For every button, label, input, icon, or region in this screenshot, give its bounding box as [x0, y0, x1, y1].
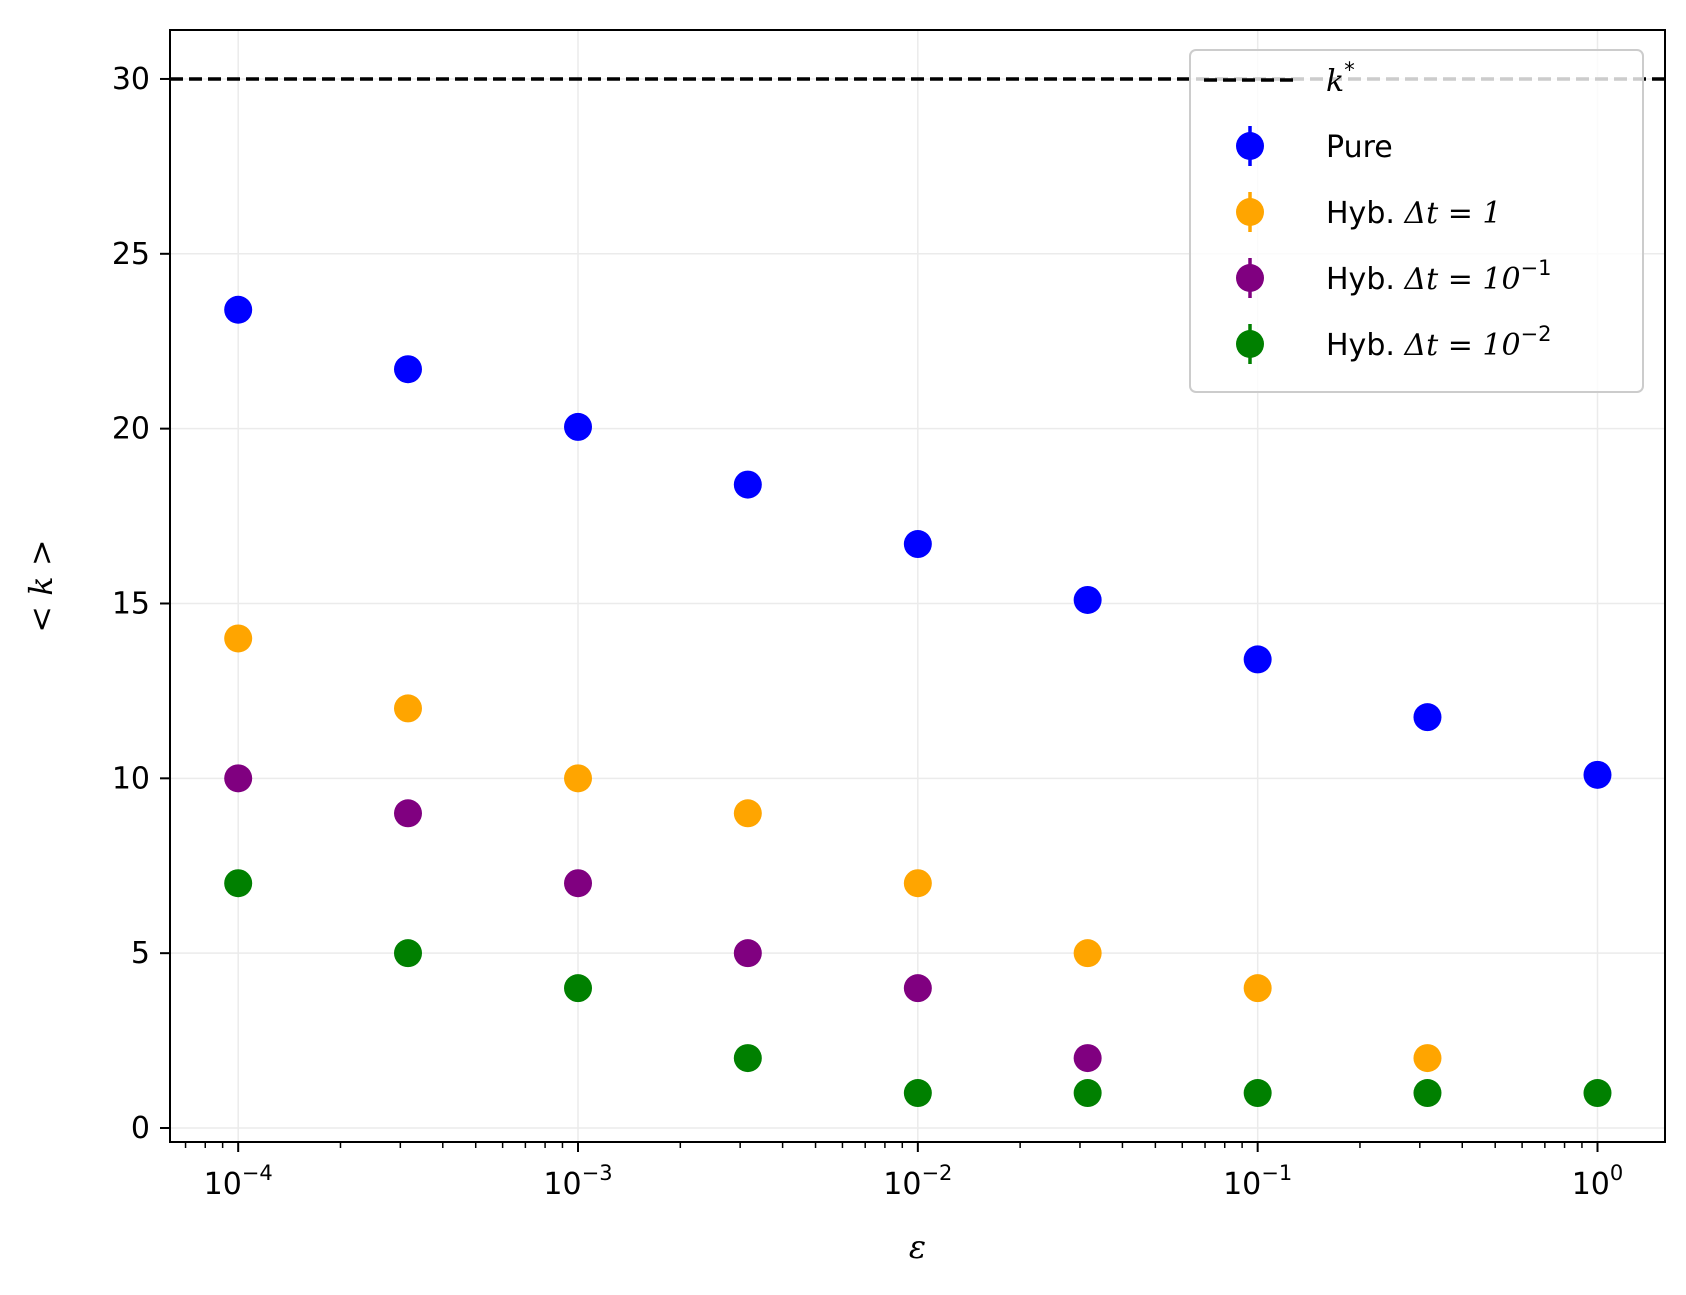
data-point-series-3 — [564, 974, 593, 1003]
data-point-series-1 — [224, 624, 253, 653]
legend: k* Pure Hyb. Δt = 1 Hyb. Δt = 10−1 Hyb. Δt =… — [1189, 49, 1644, 393]
data-point-series-1 — [1243, 974, 1272, 1003]
data-points — [224, 295, 1612, 1108]
legend-marker-series-1 — [1236, 198, 1264, 226]
y-tick-label: 20 — [112, 412, 150, 447]
y-tick-label: 0 — [131, 1111, 150, 1146]
x-tick-label: 10−3 — [543, 1161, 612, 1202]
x-tick-label: 10−1 — [1223, 1161, 1292, 1202]
data-point-series-3 — [1243, 1079, 1272, 1108]
data-point-series-0 — [733, 470, 762, 499]
legend-box — [1189, 49, 1644, 393]
x-axis-label: ε — [909, 1228, 926, 1266]
data-point-series-3 — [393, 939, 422, 968]
data-point-series-0 — [564, 412, 593, 441]
data-point-series-3 — [224, 869, 253, 898]
data-point-series-2 — [733, 939, 762, 968]
data-point-series-2 — [903, 974, 932, 1003]
data-point-series-1 — [1073, 939, 1102, 968]
legend-label: Pure — [1326, 130, 1393, 165]
data-point-series-1 — [1413, 1044, 1442, 1073]
legend-label: k* — [1326, 58, 1355, 99]
data-point-series-2 — [393, 799, 422, 828]
y-tick-label: 25 — [112, 237, 150, 272]
x-tick-label: 10−4 — [204, 1161, 273, 1202]
data-point-series-3 — [1413, 1079, 1442, 1108]
data-point-series-1 — [733, 799, 762, 828]
legend-label: Hyb. Δt = 10−2 — [1326, 322, 1552, 363]
legend-marker-series-0 — [1236, 132, 1264, 160]
y-tick-label: 5 — [131, 936, 150, 971]
x-tick-label: 100 — [1572, 1161, 1624, 1202]
legend-label: Hyb. Δt = 10−1 — [1326, 256, 1552, 297]
data-point-series-1 — [393, 694, 422, 723]
y-axis-label: < k > — [22, 539, 60, 632]
data-point-series-3 — [733, 1044, 762, 1073]
data-point-series-1 — [564, 764, 593, 793]
data-point-series-2 — [224, 764, 253, 793]
data-point-series-0 — [1583, 760, 1612, 789]
legend-marker-series-3 — [1236, 330, 1264, 358]
data-point-series-0 — [1413, 703, 1442, 732]
data-point-series-0 — [1073, 585, 1102, 614]
legend-label: Hyb. Δt = 1 — [1326, 196, 1501, 231]
data-point-series-0 — [224, 295, 253, 324]
data-point-series-2 — [1073, 1044, 1102, 1073]
x-tick-label: 10−2 — [883, 1161, 952, 1202]
y-tick-label: 30 — [112, 62, 150, 97]
data-point-series-3 — [903, 1079, 932, 1108]
data-point-series-2 — [564, 869, 593, 898]
data-point-series-3 — [1073, 1079, 1102, 1108]
axis-ticks: 10−4 10−3 10−2 10−1 100 0 5 10 15 20 25 30 — [112, 62, 1623, 1202]
y-tick-label: 15 — [112, 586, 150, 621]
data-point-series-0 — [393, 355, 422, 384]
data-point-series-1 — [903, 869, 932, 898]
data-point-series-3 — [1583, 1079, 1612, 1108]
legend-marker-series-2 — [1236, 264, 1264, 292]
data-point-series-0 — [1243, 645, 1272, 674]
y-tick-label: 10 — [112, 761, 150, 796]
data-point-series-0 — [903, 530, 932, 559]
